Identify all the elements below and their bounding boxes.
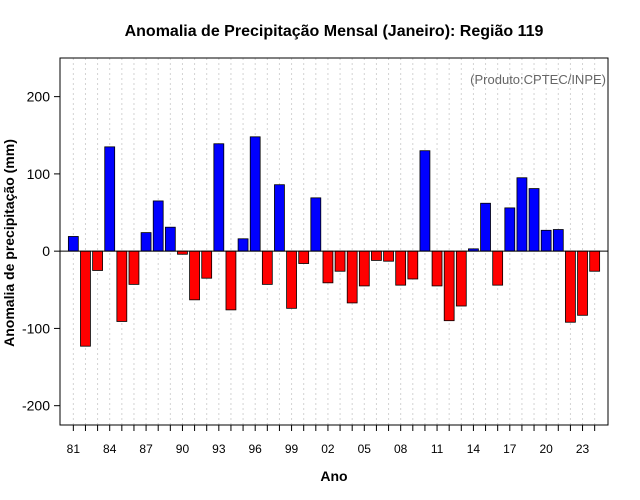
bar-2013 bbox=[455, 250, 467, 307]
y-tick-label: 0 bbox=[42, 243, 50, 259]
x-axis-label: Ano bbox=[320, 468, 347, 484]
bar-2018 bbox=[516, 177, 528, 252]
bar-1984 bbox=[104, 146, 116, 252]
x-tick-label: 11 bbox=[431, 442, 444, 456]
grid bbox=[72, 58, 596, 425]
bar-1986 bbox=[128, 250, 140, 285]
bar-2010 bbox=[419, 150, 431, 252]
bar-1997 bbox=[261, 250, 273, 285]
bar-2020 bbox=[540, 229, 552, 252]
y-axis: -200 -100 0 100 200 bbox=[22, 89, 60, 414]
bar-1991 bbox=[189, 250, 200, 301]
bar-2008 bbox=[395, 250, 407, 286]
x-tick-label: 93 bbox=[212, 442, 226, 456]
bar-2007 bbox=[383, 250, 394, 262]
x-tick-label: 14 bbox=[467, 442, 481, 456]
bar-2024 bbox=[589, 250, 601, 272]
bar-2000 bbox=[298, 250, 310, 264]
bar-1996 bbox=[249, 136, 261, 252]
y-tick-label: -200 bbox=[22, 398, 50, 414]
bar-2019 bbox=[528, 188, 540, 252]
bar-1992 bbox=[201, 250, 213, 279]
x-tick-label: 99 bbox=[285, 442, 299, 456]
x-tick-label: 17 bbox=[503, 442, 517, 456]
bar-1987 bbox=[140, 232, 152, 252]
y-axis-label: Anomalia de precipitação (mm) bbox=[1, 139, 17, 347]
bar-2005 bbox=[358, 250, 370, 287]
bars bbox=[67, 136, 601, 347]
x-tick-label: 05 bbox=[358, 442, 372, 456]
y-tick-label: 200 bbox=[27, 89, 51, 105]
y-tick-label: -100 bbox=[22, 320, 50, 336]
bar-1989 bbox=[164, 226, 176, 252]
bar-1981 bbox=[67, 236, 79, 252]
bar-2021 bbox=[552, 229, 564, 252]
bar-2003 bbox=[334, 250, 346, 272]
x-tick-label: 08 bbox=[394, 442, 408, 456]
bar-1998 bbox=[274, 184, 285, 252]
bar-2011 bbox=[431, 250, 443, 287]
x-tick-label: 23 bbox=[576, 442, 590, 456]
x-tick-label: 87 bbox=[139, 442, 153, 456]
plot-frame bbox=[59, 57, 609, 426]
bar-2006 bbox=[371, 250, 382, 261]
bar-2002 bbox=[322, 250, 334, 284]
bar-2004 bbox=[346, 250, 358, 304]
bar-1982 bbox=[80, 250, 91, 347]
x-tick-label: 81 bbox=[67, 442, 81, 456]
bar-2023 bbox=[577, 250, 588, 316]
x-tick-label: 90 bbox=[176, 442, 190, 456]
chart-title: Anomalia de Precipitação Mensal (Janeiro… bbox=[125, 23, 544, 40]
bar-2017 bbox=[504, 207, 516, 252]
bar-1993 bbox=[213, 143, 225, 252]
bar-1988 bbox=[152, 200, 164, 252]
y-tick-label: 100 bbox=[27, 166, 51, 182]
x-axis: 81 84 87 90 93 96 99 02 05 08 11 14 17 20 23 bbox=[67, 425, 596, 456]
x-tick-label: 96 bbox=[249, 442, 263, 456]
source-note: (Produto:CPTEC/INPE) bbox=[470, 72, 606, 87]
bar-1995 bbox=[237, 238, 249, 252]
bar-1994 bbox=[225, 250, 237, 311]
bar-1999 bbox=[286, 250, 297, 309]
bar-2009 bbox=[407, 250, 419, 280]
bar-2016 bbox=[492, 250, 504, 286]
bar-2015 bbox=[480, 202, 491, 252]
bar-1983 bbox=[92, 250, 103, 271]
bar-2012 bbox=[443, 250, 455, 322]
x-tick-label: 20 bbox=[539, 442, 553, 456]
bar-2022 bbox=[565, 250, 576, 323]
bar-2001 bbox=[310, 197, 322, 252]
x-tick-label: 84 bbox=[103, 442, 117, 456]
bar-1985 bbox=[116, 250, 128, 322]
x-tick-label: 02 bbox=[321, 442, 335, 456]
